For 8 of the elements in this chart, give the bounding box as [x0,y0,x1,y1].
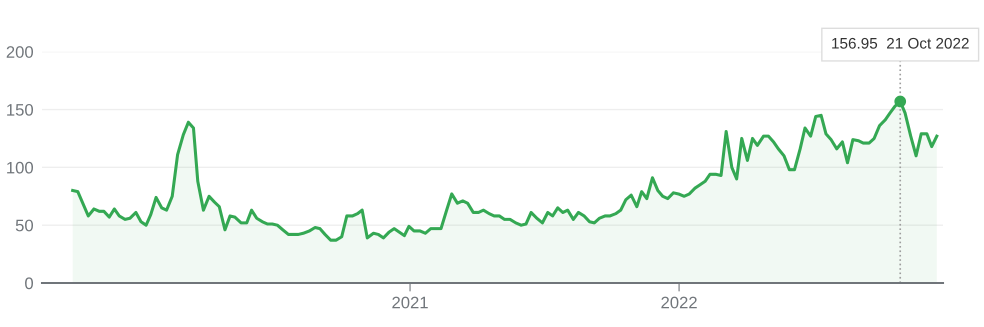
y-tick-label: 100 [7,162,34,174]
y-tick-label: 0 [25,277,34,290]
y-tick-label: 200 [6,46,34,58]
x-tick-label: 2021 [392,296,428,308]
y-tick-label: 150 [7,104,34,116]
x-tick-label: 2022 [661,296,697,308]
text: 156.95 21 Oct 2022 [832,38,969,49]
y-tick-label: 50 [16,220,34,232]
